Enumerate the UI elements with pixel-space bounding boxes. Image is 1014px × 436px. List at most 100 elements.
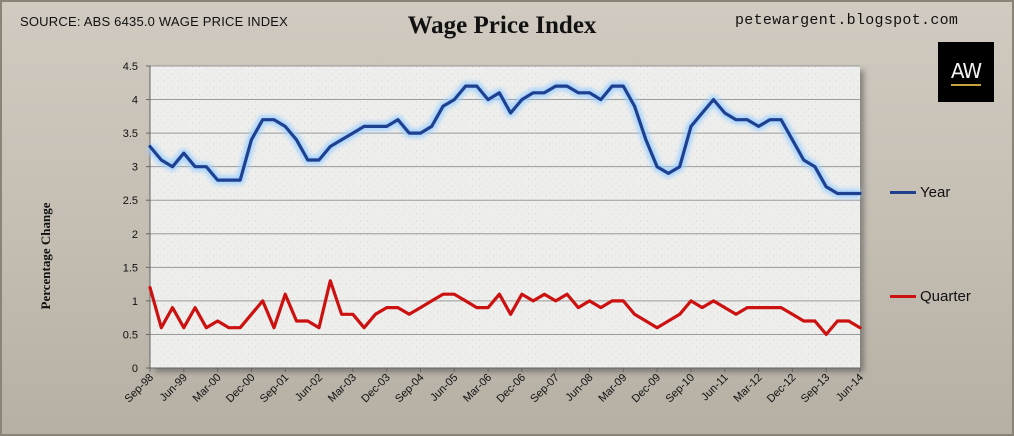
quarter-point — [712, 300, 715, 302]
x-tick-label: Mar-00 — [191, 372, 224, 405]
quarter-point — [599, 306, 602, 309]
year-point — [194, 165, 196, 168]
year-point — [780, 118, 782, 121]
y-tick-label: 1 — [132, 296, 138, 308]
quarter-point — [847, 320, 850, 322]
quarter-point — [318, 326, 320, 329]
quarter-point — [498, 293, 501, 295]
year-point — [464, 85, 467, 87]
quarter-point — [149, 286, 151, 289]
quarter-point — [476, 306, 478, 309]
x-tick-label: Dec-09 — [630, 372, 664, 406]
quarter-point — [464, 300, 467, 302]
quarter-point — [228, 326, 230, 329]
chart-title: Wage Price Index — [407, 12, 597, 39]
year-point — [802, 159, 805, 161]
quarter-point — [577, 306, 580, 309]
quarter-point — [769, 306, 771, 309]
x-tick-label: Mar-09 — [596, 372, 629, 405]
blog-url: petewargent.blogspot.com — [735, 12, 959, 29]
quarter-point — [408, 313, 411, 316]
year-point — [419, 132, 422, 134]
legend-quarter-swatch — [890, 295, 916, 298]
year-point — [183, 152, 185, 155]
year-point — [723, 112, 726, 114]
x-tick-label: Dec-00 — [224, 372, 258, 406]
year-point — [385, 125, 388, 128]
year-point — [273, 118, 275, 121]
year-point — [678, 165, 681, 168]
year-point — [735, 118, 737, 121]
x-tick-label: Mar-12 — [732, 372, 765, 405]
year-point — [442, 105, 444, 108]
year-point — [171, 165, 174, 168]
quarter-point — [802, 320, 805, 322]
year-point — [611, 85, 613, 87]
y-tick-label: 4.5 — [123, 61, 138, 73]
legend-year-swatch — [890, 191, 916, 194]
x-tick-label: Jun-11 — [699, 372, 731, 404]
y-tick-label: 0 — [132, 363, 138, 375]
quarter-point — [284, 293, 287, 295]
x-tick-label: Sep-98 — [123, 372, 157, 406]
quarter-point — [509, 313, 512, 316]
quarter-point — [194, 306, 196, 309]
quarter-point — [825, 333, 827, 336]
quarter-point — [735, 313, 737, 316]
quarter-point — [205, 326, 208, 329]
legend-quarter-label: Quarter — [920, 288, 971, 305]
x-tick-label: Mar-06 — [461, 372, 494, 405]
year-point — [847, 192, 850, 195]
year-point — [453, 98, 456, 101]
quarter-point — [239, 326, 241, 329]
quarter-point — [160, 326, 163, 329]
year-point — [859, 192, 861, 195]
year-point — [690, 125, 692, 128]
quarter-point — [171, 306, 174, 309]
quarter-point — [329, 279, 332, 282]
y-tick-label: 2.5 — [123, 195, 138, 207]
x-tick-label: Dec-06 — [494, 372, 528, 406]
year-point — [363, 125, 365, 128]
quarter-point — [814, 320, 816, 322]
year-point — [633, 105, 636, 108]
year-point — [329, 145, 332, 148]
x-tick-label: Jun-05 — [428, 372, 460, 404]
year-point — [622, 85, 625, 87]
year-line — [148, 84, 862, 196]
x-tick-label: Sep-13 — [799, 372, 833, 406]
x-tick-label: Dec-03 — [359, 372, 393, 406]
source-note: SOURCE: ABS 6435.0 WAGE PRICE INDEX — [20, 14, 289, 29]
quarter-point — [397, 306, 399, 309]
y-tick-label: 1.5 — [123, 262, 138, 274]
year-point — [228, 179, 230, 181]
year-point — [757, 125, 760, 128]
quarter-point — [385, 306, 388, 309]
legend-year-label: Year — [920, 184, 951, 201]
x-tick-label: Sep-10 — [663, 372, 697, 406]
year-point — [476, 85, 478, 87]
x-tick-label: Jun-02 — [293, 372, 325, 404]
year-point — [509, 112, 512, 114]
quarter-point — [611, 300, 613, 302]
year-point — [216, 179, 219, 181]
quarter-point — [746, 306, 749, 309]
quarter-point — [363, 326, 365, 329]
axes — [149, 66, 860, 369]
year-point — [791, 139, 794, 141]
y-tick-label: 3.5 — [123, 128, 138, 140]
quarter-point — [543, 293, 546, 295]
year-point — [769, 118, 771, 121]
y-tick-label: 0.5 — [123, 329, 138, 341]
quarter-point — [453, 293, 456, 295]
x-tick-label: Sep-04 — [393, 372, 427, 406]
x-tick-label: Jun-14 — [834, 372, 866, 404]
x-tick-label: Mar-03 — [326, 372, 359, 405]
year-point — [340, 139, 343, 141]
quarter-line — [148, 279, 862, 336]
quarter-point — [352, 313, 354, 316]
x-tick-label: Sep-01 — [258, 372, 292, 406]
year-point — [374, 125, 377, 128]
year-point — [408, 132, 411, 134]
